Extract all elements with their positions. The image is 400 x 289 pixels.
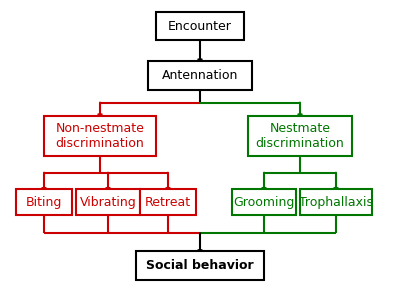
Text: Antennation: Antennation — [162, 69, 238, 81]
FancyBboxPatch shape — [76, 189, 140, 215]
Text: Nestmate
discrimination: Nestmate discrimination — [256, 122, 344, 150]
Text: Trophallaxis: Trophallaxis — [299, 196, 373, 209]
FancyBboxPatch shape — [300, 189, 372, 215]
FancyBboxPatch shape — [148, 61, 252, 90]
FancyBboxPatch shape — [136, 251, 264, 280]
Text: Vibrating: Vibrating — [80, 196, 136, 209]
FancyBboxPatch shape — [232, 189, 296, 215]
FancyBboxPatch shape — [44, 116, 156, 156]
Text: Encounter: Encounter — [168, 20, 232, 32]
FancyBboxPatch shape — [140, 189, 196, 215]
FancyBboxPatch shape — [156, 12, 244, 40]
Text: Grooming: Grooming — [233, 196, 295, 209]
FancyBboxPatch shape — [248, 116, 352, 156]
Text: Social behavior: Social behavior — [146, 260, 254, 272]
Text: Retreat: Retreat — [145, 196, 191, 209]
Text: Non-nestmate
discrimination: Non-nestmate discrimination — [56, 122, 144, 150]
FancyBboxPatch shape — [16, 189, 72, 215]
Text: Biting: Biting — [26, 196, 62, 209]
